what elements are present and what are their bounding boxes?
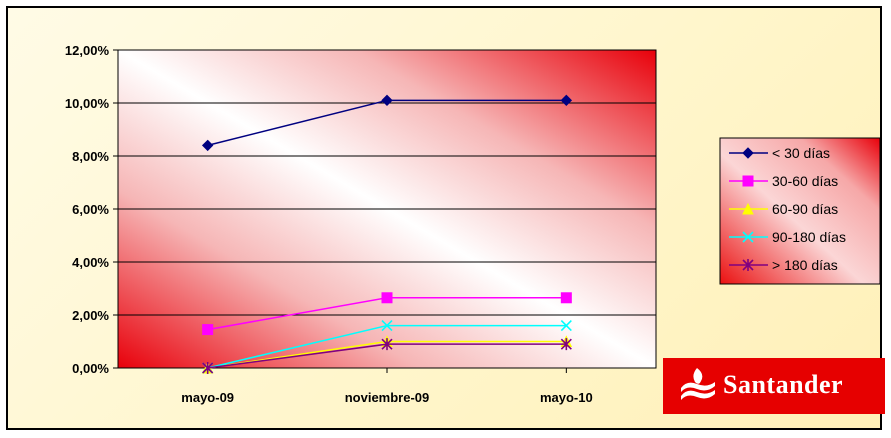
x-tick-label: mayo-10 [540, 390, 593, 405]
series-lines [201, 94, 573, 374]
legend-marker [742, 147, 754, 159]
legend-item: < 30 días [729, 145, 830, 161]
x-tick-label: mayo-09 [181, 390, 234, 405]
y-tick-label: 8,00% [72, 149, 109, 164]
legend-label: 90-180 días [772, 229, 846, 245]
series-5 [202, 338, 572, 374]
y-tick-label: 6,00% [72, 202, 109, 217]
data-point [381, 94, 393, 107]
legend-label: > 180 días [772, 257, 838, 273]
data-point [201, 139, 214, 152]
data-point [560, 292, 572, 304]
series-1 [201, 94, 573, 152]
legend-item: 30-60 días [729, 173, 838, 189]
x-axis-tick-labels: mayo-09 noviembre-09 mayo-10 [181, 390, 592, 405]
legend-marker [742, 202, 754, 215]
legend-marker [742, 259, 754, 271]
legend-label: < 30 días [772, 145, 830, 161]
santander-logo: Santander [663, 358, 885, 414]
y-tick-label: 0,00% [72, 361, 109, 376]
data-point [560, 320, 572, 332]
data-point [202, 362, 214, 374]
legend-item: > 180 días [729, 257, 838, 273]
santander-logo-text: Santander [723, 370, 844, 399]
y-tick-label: 10,00% [65, 96, 110, 111]
legend-marker [742, 175, 754, 187]
data-point [381, 338, 393, 351]
y-tick-label: 2,00% [72, 308, 109, 323]
data-point [560, 94, 573, 107]
y-tick-label: 4,00% [72, 255, 109, 270]
data-point [560, 338, 572, 351]
legend-marker [742, 231, 754, 243]
legend-item: 90-180 días [729, 229, 846, 245]
series-2 [202, 292, 572, 336]
y-tick-label: 12,00% [65, 43, 110, 58]
data-point [381, 292, 393, 304]
data-point [381, 320, 393, 332]
legend-label: 60-90 días [772, 201, 838, 217]
x-tick-label: noviembre-09 [345, 390, 430, 405]
legend-label: 30-60 días [772, 173, 838, 189]
data-point [202, 324, 214, 336]
legend-items: < 30 días 30-60 días 60-90 días 90-180 días… [729, 145, 846, 273]
flame-icon [681, 368, 715, 400]
legend-item: 60-90 días [729, 201, 838, 217]
y-axis-tick-labels: 0,00% 2,00% 4,00% 6,00% 8,00% 10,00% 12,00% [65, 43, 110, 376]
